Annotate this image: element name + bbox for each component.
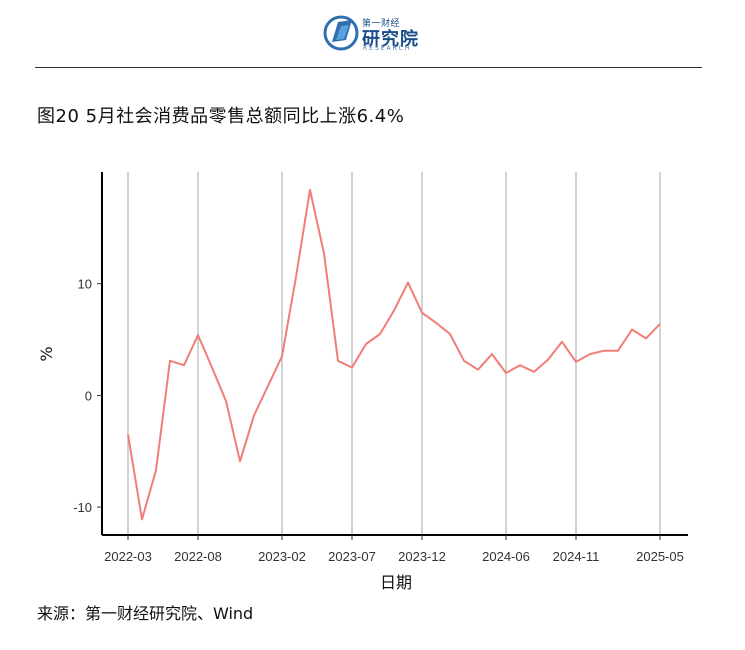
data-point bbox=[631, 328, 633, 330]
data-point bbox=[183, 364, 185, 366]
data-point bbox=[127, 433, 129, 435]
data-point bbox=[141, 518, 143, 520]
data-point bbox=[463, 360, 465, 362]
data-point bbox=[407, 282, 409, 284]
data-point bbox=[379, 333, 381, 335]
x-tick-label: 2022-08 bbox=[174, 549, 222, 564]
data-point bbox=[659, 323, 661, 325]
axes bbox=[101, 172, 688, 536]
data-point bbox=[253, 414, 255, 416]
data-point bbox=[477, 369, 479, 371]
logo-emblem-icon bbox=[323, 15, 359, 51]
data-point bbox=[323, 253, 325, 255]
data-point bbox=[281, 355, 283, 357]
data-point bbox=[519, 364, 521, 366]
data-point bbox=[239, 460, 241, 462]
y-tick-label: -10 bbox=[73, 500, 92, 515]
data-point bbox=[589, 353, 591, 355]
x-tick-label: 2025-05 bbox=[636, 549, 684, 564]
x-tick-label: 2023-12 bbox=[398, 549, 446, 564]
logo-main-text: 研究院 bbox=[362, 29, 419, 50]
figure-source: 来源：第一财经研究院、Wind bbox=[37, 604, 254, 623]
x-tick-label: 2023-07 bbox=[328, 549, 376, 564]
data-point bbox=[225, 400, 227, 402]
data-point bbox=[295, 276, 297, 278]
x-axis-label: 日期 bbox=[380, 573, 412, 592]
series-group bbox=[127, 188, 661, 521]
series-line bbox=[127, 188, 661, 521]
data-point bbox=[603, 350, 605, 352]
x-tick-label: 2023-02 bbox=[258, 549, 306, 564]
data-point bbox=[533, 371, 535, 373]
data-point bbox=[169, 360, 171, 362]
x-tick-label: 2024-06 bbox=[482, 549, 530, 564]
data-point bbox=[547, 359, 549, 361]
grid-lines bbox=[127, 172, 661, 535]
data-point bbox=[155, 469, 157, 471]
y-tick-label: 0 bbox=[85, 388, 92, 403]
data-point bbox=[365, 343, 367, 345]
y-ticks: -10 0 10 bbox=[73, 277, 102, 515]
logo: 第一财经 研究院 RESEARCH bbox=[322, 12, 432, 54]
figure-title: 图20 5月社会消费品零售总额同比上涨6.4% bbox=[37, 106, 405, 127]
data-point bbox=[617, 350, 619, 352]
data-point bbox=[211, 366, 213, 368]
data-point bbox=[645, 337, 647, 339]
x-tick-label: 2022-03 bbox=[104, 549, 152, 564]
logo-sub-text: RESEARCH bbox=[363, 45, 412, 52]
data-point bbox=[393, 309, 395, 311]
header-divider bbox=[35, 67, 702, 68]
data-point bbox=[309, 189, 311, 191]
data-point bbox=[449, 333, 451, 335]
data-point bbox=[351, 366, 353, 368]
data-point bbox=[575, 361, 577, 363]
y-axis-label: % bbox=[37, 346, 56, 361]
data-point bbox=[197, 334, 199, 336]
y-tick-label: 10 bbox=[78, 277, 92, 292]
x-tick-label: 2024-11 bbox=[553, 549, 600, 564]
data-point bbox=[337, 360, 339, 362]
data-point bbox=[421, 312, 423, 314]
data-point bbox=[491, 353, 493, 355]
x-ticks: 2022-03 2022-08 2023-02 2023-07 2023-12 2024-… bbox=[104, 535, 684, 564]
data-point bbox=[435, 322, 437, 324]
logo-top-text: 第一财经 bbox=[362, 19, 401, 29]
data-point bbox=[505, 372, 507, 374]
data-point bbox=[561, 341, 563, 343]
